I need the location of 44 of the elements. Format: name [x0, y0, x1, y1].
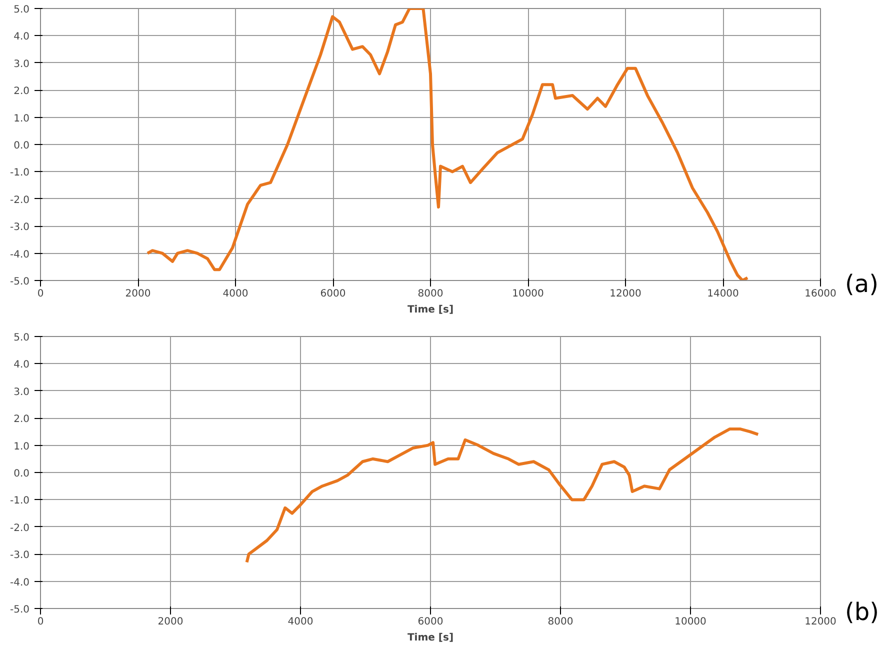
x-tick-label: 12000 — [804, 616, 836, 628]
y-tick-label: 1.0 — [14, 113, 30, 124]
x-tick-label: 0 — [37, 616, 44, 628]
x-tick-label: 10000 — [674, 616, 706, 628]
y-tick-label: 0.0 — [14, 140, 30, 152]
y-tick-label: 3.0 — [14, 386, 30, 398]
y-tick-label: -2.0 — [10, 194, 30, 206]
x-axis-title: Time [s] — [407, 304, 454, 316]
x-tick-label: 10000 — [512, 288, 544, 300]
y-tick-label: -5.0 — [10, 604, 30, 616]
x-tick-label: 4000 — [222, 288, 248, 300]
y-tick-label: 5.0 — [14, 332, 30, 344]
x-tick-label: 0 — [37, 288, 44, 300]
y-tick-label: -4.0 — [10, 249, 30, 260]
line-series — [146, 8, 750, 280]
x-tick-label: 6000 — [320, 288, 346, 300]
y-tick-label: 4.0 — [14, 360, 30, 371]
x-tick-label: 12000 — [610, 288, 642, 300]
x-tick-label: 2000 — [125, 288, 151, 300]
x-tick-label: 16000 — [804, 288, 836, 300]
x-tick-label: 8000 — [548, 616, 574, 628]
y-tick-label: -1.0 — [10, 496, 30, 507]
y-tick-label: 3.0 — [14, 58, 30, 70]
x-tick-label: 14000 — [707, 288, 739, 300]
y-tick-label: 0.0 — [14, 468, 30, 480]
y-tick-label: -2.0 — [10, 522, 30, 534]
text: (b) — [845, 597, 879, 628]
y-tick-label: -1.0 — [10, 168, 30, 179]
y-tick-label: 1.0 — [14, 441, 30, 452]
text: (a) — [845, 269, 878, 300]
x-axis-title: Time [s] — [407, 632, 454, 644]
y-tick-label: -4.0 — [10, 577, 30, 588]
y-tick-label: -5.0 — [10, 276, 30, 288]
y-tick-label: -3.0 — [10, 222, 30, 234]
x-tick-label: 8000 — [418, 288, 444, 300]
x-tick-label: 6000 — [418, 616, 444, 628]
y-tick-label: -3.0 — [10, 550, 30, 562]
x-tick-label: 4000 — [288, 616, 314, 628]
x-tick-label: 2000 — [158, 616, 184, 628]
y-tick-label: 4.0 — [14, 32, 30, 43]
y-tick-label: 5.0 — [14, 4, 30, 16]
line-series — [245, 427, 760, 564]
y-tick-label: 2.0 — [14, 86, 30, 98]
y-tick-label: 2.0 — [14, 414, 30, 426]
